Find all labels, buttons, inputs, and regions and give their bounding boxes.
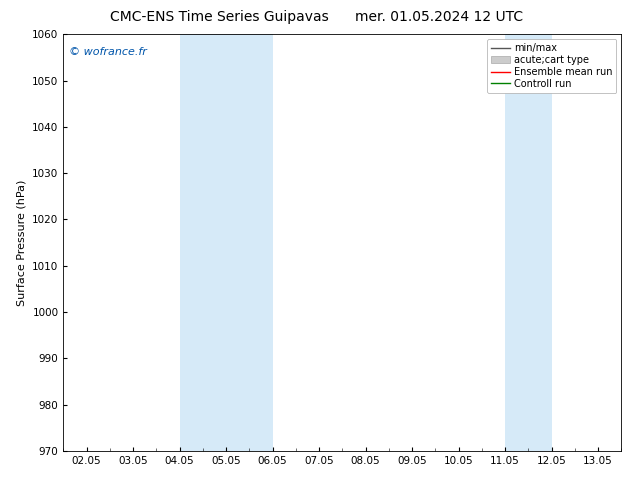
Legend: min/max, acute;cart type, Ensemble mean run, Controll run: min/max, acute;cart type, Ensemble mean … bbox=[487, 39, 616, 93]
Bar bbox=[505, 34, 552, 451]
Bar bbox=[179, 34, 273, 451]
Text: © wofrance.fr: © wofrance.fr bbox=[69, 47, 147, 57]
Text: CMC-ENS Time Series Guipavas      mer. 01.05.2024 12 UTC: CMC-ENS Time Series Guipavas mer. 01.05.… bbox=[110, 10, 524, 24]
Y-axis label: Surface Pressure (hPa): Surface Pressure (hPa) bbox=[16, 179, 27, 306]
